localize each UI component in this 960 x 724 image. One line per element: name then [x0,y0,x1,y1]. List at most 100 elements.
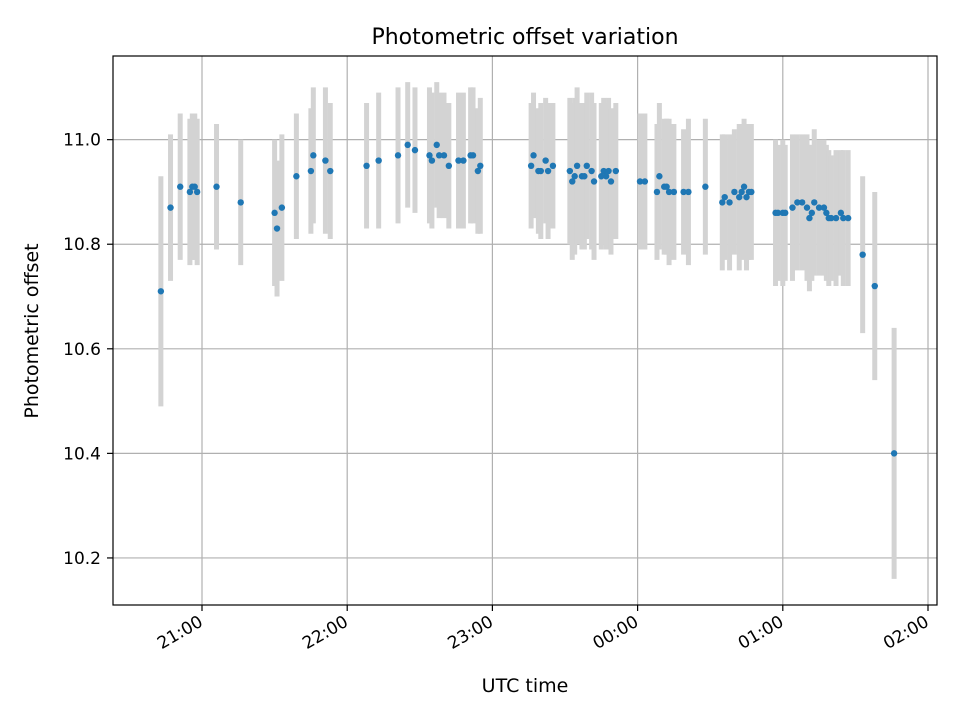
data-point [837,209,845,217]
data-point [798,199,806,206]
data-point [820,204,828,211]
data-point [573,162,581,169]
data-point [811,199,818,206]
data-point [636,178,644,185]
data-point [469,152,477,159]
data-point [542,157,549,164]
y-tick-label: 10.4 [63,444,101,464]
data-point [544,167,552,175]
data-point [271,209,278,217]
data-point [177,183,184,190]
y-axis-label: Photometric offset [21,243,43,418]
data-point [157,288,165,295]
data-point [435,152,443,159]
data-point [327,167,334,175]
data-point [612,167,620,175]
data-point [549,162,557,169]
data-point [859,251,866,258]
data-point [702,183,709,190]
data-point [602,173,610,180]
data-point [566,167,574,175]
data-point [656,173,663,180]
data-point [477,162,484,169]
data-point [474,167,482,175]
data-point [278,204,286,211]
data-point [743,193,750,201]
data-point [653,188,661,196]
data-point [590,178,598,185]
y-tick-label: 11.0 [63,131,101,151]
data-point [213,183,220,190]
data-point [191,183,198,190]
data-point [740,183,748,190]
data-point [803,204,811,211]
data-point [273,225,281,232]
data-point [890,450,898,457]
data-point [600,167,607,175]
data-point [815,204,823,211]
data-point [433,141,440,149]
data-point [840,214,847,222]
data-point [774,209,782,217]
data-point [736,193,743,201]
point-layer [157,141,898,457]
data-point [411,146,419,154]
x-axis-label: UTC time [482,675,569,697]
data-point [789,204,796,211]
data-point [310,152,317,159]
data-point [186,188,194,196]
data-point [663,183,670,190]
chart-title: Photometric offset variation [371,25,678,50]
data-point [445,162,453,169]
data-point [738,188,745,196]
data-point [808,209,816,217]
data-point [426,152,433,159]
data-point [537,167,544,175]
data-point [571,173,578,180]
data-point [363,162,370,169]
data-point [193,188,201,196]
data-point [721,193,728,201]
data-point [844,214,852,222]
data-point [455,157,462,164]
data-point [794,199,801,206]
data-point [167,204,174,211]
data-point [237,199,244,206]
plot-frame [112,55,938,606]
data-point [428,157,436,164]
data-point [307,167,315,175]
data-point [731,188,738,196]
data-point [782,209,789,217]
data-point [680,188,687,196]
y-tick-label: 10.6 [63,340,101,360]
y-tick-label: 10.8 [63,235,101,255]
data-point [440,152,448,159]
data-point [404,141,411,149]
data-point [823,209,830,217]
data-point [375,157,382,164]
data-point [641,178,649,185]
data-point [322,157,329,164]
data-point [832,214,840,222]
data-point [583,162,590,169]
data-point [394,152,402,159]
data-point [607,178,615,185]
data-point [588,167,595,175]
data-point [748,188,755,196]
data-point [665,188,673,196]
data-point [871,282,878,290]
data-point [726,199,733,206]
data-point [530,152,537,159]
y-tick-label: 10.2 [63,549,101,569]
data-point [719,199,726,206]
data-point [828,214,835,222]
data-point [670,188,678,196]
data-point [569,178,576,185]
data-point [605,167,612,175]
data-point [527,162,535,169]
data-point [581,173,588,180]
data-point [806,214,813,222]
data-point [293,173,300,180]
